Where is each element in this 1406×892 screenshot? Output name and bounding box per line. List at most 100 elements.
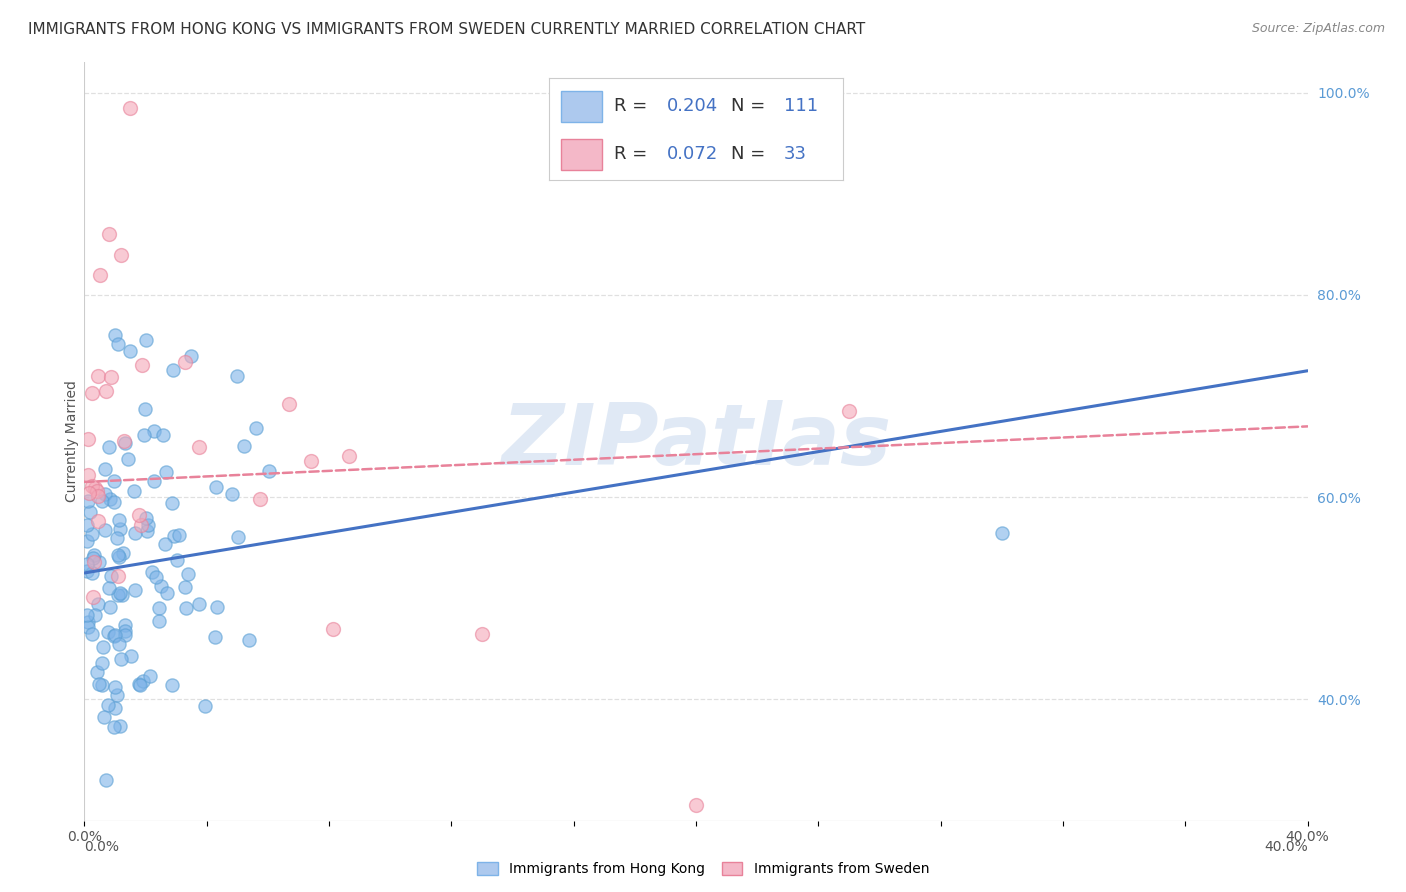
Point [471, 626, 494, 640]
Point [108, 549, 131, 564]
Point [96, 698, 118, 712]
Point [193, 699, 215, 714]
Text: 0.0%: 0.0% [84, 840, 120, 855]
Point [86, 597, 108, 611]
Point [139, 669, 162, 683]
Point [111, 546, 134, 560]
Point [277, 397, 299, 411]
Point [76, 517, 98, 532]
Point [77, 620, 100, 634]
Point [167, 527, 190, 541]
Point [245, 421, 267, 435]
Point [149, 579, 172, 593]
Point [148, 614, 170, 628]
Point [122, 483, 145, 498]
Point [128, 678, 150, 692]
Point [238, 633, 260, 648]
Point [131, 358, 153, 372]
Point [76, 557, 98, 571]
Point [228, 530, 250, 544]
Y-axis label: Currently Married: Currently Married [65, 381, 79, 502]
Point [94, 384, 117, 398]
Point [97, 624, 120, 639]
Point [108, 719, 131, 733]
Point [166, 553, 188, 567]
Point [103, 680, 125, 694]
Point [103, 495, 125, 509]
Point [249, 491, 271, 506]
Point [124, 525, 146, 540]
Point [155, 465, 177, 479]
Point [124, 582, 146, 597]
Point [77, 615, 100, 630]
Point [257, 464, 280, 478]
Point [114, 618, 136, 632]
Point [148, 601, 170, 615]
Point [128, 677, 150, 691]
Point [173, 354, 195, 368]
Point [110, 588, 132, 602]
Point [134, 402, 156, 417]
Point [104, 328, 127, 343]
Point [188, 440, 211, 454]
Point [204, 630, 226, 644]
Point [145, 570, 167, 584]
Point [135, 334, 157, 348]
Point [77, 493, 100, 508]
Point [143, 425, 166, 439]
Point [180, 349, 202, 363]
Point [136, 517, 159, 532]
Point [160, 496, 183, 510]
Point [93, 710, 115, 724]
Point [77, 432, 100, 446]
Point [86, 665, 108, 680]
Point [76, 468, 98, 483]
Point [76, 607, 98, 622]
Point [80, 479, 103, 493]
Point [142, 475, 165, 489]
Point [98, 492, 121, 507]
Point [110, 247, 132, 261]
Point [100, 370, 122, 384]
Point [156, 586, 179, 600]
Point [91, 493, 114, 508]
Point [107, 512, 129, 526]
Point [77, 485, 100, 500]
Point [129, 517, 152, 532]
Point [141, 565, 163, 579]
Point [114, 624, 136, 638]
Point [82, 566, 104, 581]
Point [107, 637, 129, 651]
Point [87, 555, 110, 569]
Point [205, 480, 228, 494]
Point [97, 581, 120, 595]
Point [117, 452, 139, 467]
Point [104, 701, 127, 715]
Point [87, 677, 110, 691]
Point [337, 450, 360, 464]
Point [177, 566, 200, 581]
Point [87, 489, 110, 503]
Point [84, 608, 107, 623]
Point [90, 678, 112, 692]
Point [82, 527, 104, 541]
Point [93, 523, 115, 537]
Point [299, 454, 322, 468]
Point [98, 441, 121, 455]
Point [80, 385, 103, 400]
Point [120, 101, 142, 115]
Point [132, 673, 155, 688]
Point [86, 483, 108, 498]
Point [103, 629, 125, 643]
Legend: Immigrants from Hong Kong, Immigrants from Sweden: Immigrants from Hong Kong, Immigrants fr… [472, 858, 934, 880]
Point [86, 368, 108, 383]
Point [188, 598, 211, 612]
Point [233, 439, 256, 453]
Point [79, 505, 101, 519]
Point [108, 586, 131, 600]
Point [107, 337, 129, 351]
Point [107, 588, 129, 602]
Point [128, 508, 150, 522]
Point [114, 436, 136, 450]
Point [136, 524, 159, 539]
